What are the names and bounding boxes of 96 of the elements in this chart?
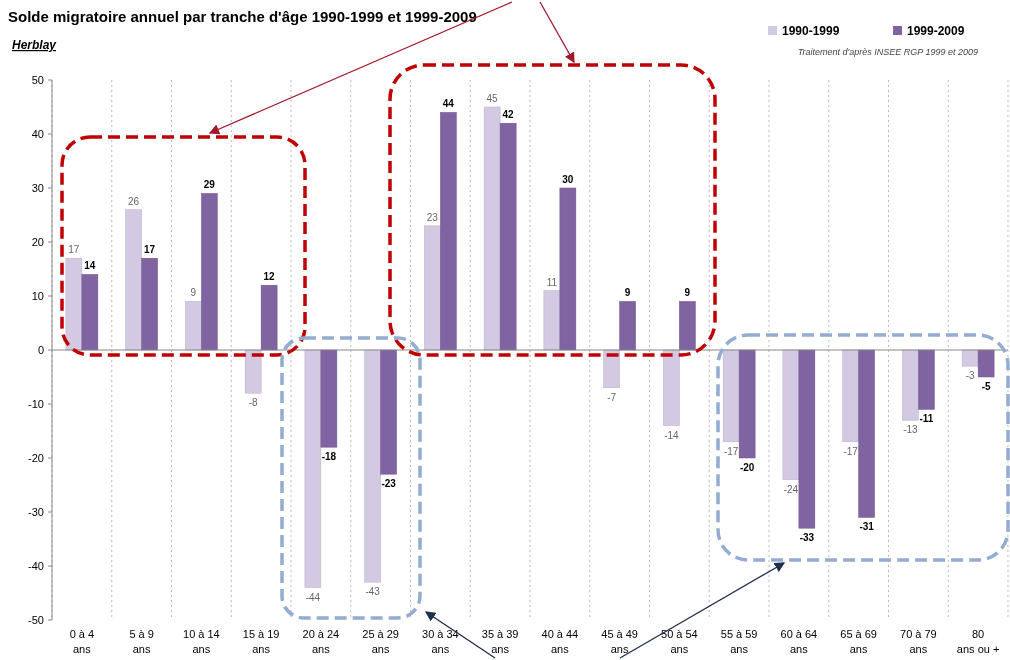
data-label: -8 [248, 397, 258, 409]
y-tick-label: 30 [31, 182, 44, 194]
y-tick-label: 20 [31, 236, 44, 248]
data-label: -13 [903, 424, 919, 436]
bar [320, 349, 338, 448]
bar [977, 349, 995, 378]
data-label: -44 [305, 591, 321, 603]
bar [364, 349, 381, 583]
x-tick-label: 50 à 54 ans [661, 628, 698, 655]
x-tick-label: 35 à 39 ans [481, 628, 519, 655]
bar [858, 349, 875, 518]
data-label: 12 [263, 271, 276, 283]
x-tick-label: 70 à 79 ans [900, 628, 937, 655]
bar [81, 274, 99, 351]
data-label: 11 [546, 276, 558, 288]
data-label: 42 [502, 109, 515, 121]
bar [483, 106, 501, 351]
bar [798, 349, 816, 529]
x-tick-label: 20 à 24 ans [302, 628, 340, 655]
legend-label: 1990-1999 [782, 24, 840, 38]
bar [185, 301, 202, 351]
y-tick-label: 0 [37, 344, 44, 356]
x-tick-label: 15 à 19 ans [242, 628, 280, 655]
x-tick-label: 45 à 49 ans [601, 628, 638, 655]
data-label: -3 [965, 370, 975, 382]
chart-subtitle: Herblay [12, 38, 58, 52]
bar [201, 193, 218, 351]
legend-label: 1999-2009 [907, 24, 965, 38]
bar [244, 349, 262, 394]
y-tick-label: 40 [31, 128, 44, 140]
y-tick-label: -30 [28, 506, 44, 518]
data-label: 23 [426, 211, 439, 223]
data-label: -20 [739, 462, 755, 473]
data-label: -43 [365, 586, 381, 598]
x-tick-label: 10 à 14 ans [183, 628, 220, 655]
text: Traitement d'après INSEE RGP 1999 et 2009 [797, 47, 978, 57]
y-tick-label: -20 [28, 452, 44, 464]
x-tick-label: 40 à 44 ans [541, 628, 579, 655]
y-tick-label: 10 [31, 290, 44, 302]
data-label: 17 [68, 244, 80, 256]
data-label: -24 [783, 483, 799, 495]
data-label: 9 [624, 287, 631, 299]
bar [125, 209, 142, 351]
y-tick-label: -10 [28, 398, 44, 410]
x-tick-label: 65 à 69 ans [840, 628, 877, 655]
y-tick-label: 50 [31, 74, 44, 86]
x-tick-label: 0 à 4 ans [69, 628, 95, 655]
bar [663, 349, 680, 426]
data-label: 14 [84, 260, 96, 272]
data-label: -17 [723, 445, 739, 457]
data-label: 26 [128, 195, 140, 207]
data-label: 44 [442, 98, 455, 110]
data-label: -33 [799, 532, 815, 544]
bar [603, 349, 620, 389]
bar [499, 122, 517, 351]
bar [440, 112, 457, 351]
bar [902, 349, 919, 421]
x-tick-label: 60 à 64 ans [780, 628, 818, 655]
bar [559, 187, 577, 351]
chart-title: Solde migratoire annuel par tranche d'âge 1990-1999 et 1999-2009 [8, 8, 477, 25]
bar [424, 225, 441, 351]
x-tick-label: 30 à 34 ans [422, 628, 459, 655]
data-label: 9 [684, 287, 691, 299]
x-tick-label: 5 à 9 ans [129, 628, 154, 655]
bar [304, 349, 322, 588]
bar [543, 290, 561, 351]
data-label: 17 [144, 244, 156, 256]
data-label: 30 [562, 174, 574, 185]
bar [961, 349, 979, 367]
y-tick-label: -50 [28, 614, 44, 626]
data-label: -7 [607, 391, 617, 403]
data-label: -23 [381, 478, 397, 490]
bar [260, 284, 278, 351]
bar [679, 301, 696, 351]
bar [380, 349, 397, 475]
data-label: 29 [203, 179, 216, 191]
bar [722, 349, 740, 443]
bar [65, 257, 83, 351]
bar [842, 349, 859, 443]
data-label: -14 [664, 429, 680, 441]
data-label: 45 [486, 93, 499, 104]
data-label: -5 [981, 381, 991, 392]
data-label: -31 [859, 521, 875, 533]
data-label: 9 [190, 287, 197, 299]
bar [918, 349, 935, 410]
data-label: -18 [321, 451, 337, 463]
data-label: -11 [919, 413, 934, 425]
y-tick-label: -40 [28, 560, 44, 572]
bar [782, 349, 800, 480]
x-tick-label: 80 ans ou + [956, 628, 1000, 655]
x-tick-label: 55 à 59 ans [720, 628, 758, 655]
bar [619, 301, 636, 351]
bar [141, 257, 158, 351]
bar [738, 349, 756, 459]
data-label: -17 [843, 445, 859, 457]
x-tick-label: 25 à 29 ans [362, 628, 399, 655]
